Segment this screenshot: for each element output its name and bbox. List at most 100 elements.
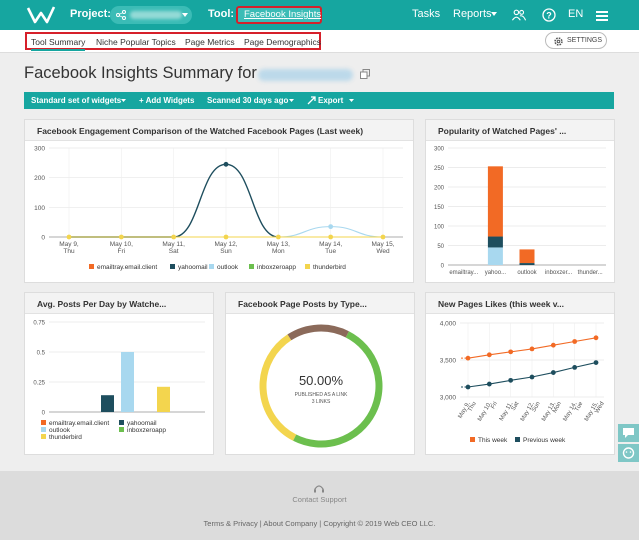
data-point — [465, 384, 471, 390]
y-tick-label: 300 — [34, 146, 45, 153]
contact-support-link[interactable]: Contact Support — [292, 495, 347, 504]
bar — [121, 352, 134, 412]
y-tick-label: 3,500 — [440, 358, 457, 365]
tool-label: Tool: — [208, 8, 235, 20]
y-tick-label: 4,000 — [440, 321, 457, 328]
widget-title: Popularity of Watched Pages' ... — [438, 126, 567, 136]
donut-percent: 50.00% — [299, 373, 344, 388]
help-icon[interactable]: ? — [542, 8, 556, 22]
x-tick-label: Sat — [169, 248, 179, 255]
tab-page-demographics[interactable]: Page Demographics — [244, 37, 322, 47]
top-bar: Project: Tool: Facebook Insights Tasks R… — [0, 0, 639, 30]
tool-selector[interactable]: Facebook Insights — [236, 6, 322, 24]
x-tick-label: Mon — [272, 248, 285, 255]
widget-header[interactable]: Facebook Engagement Comparison of the Wa… — [25, 120, 413, 141]
legend-label: inboxzeroapp — [127, 427, 166, 434]
bar-segment — [519, 249, 535, 264]
legend-label: outlook — [49, 427, 71, 434]
widget-title: New Pages Likes (this week v... — [438, 299, 564, 309]
x-tick-label: Sat — [511, 401, 521, 412]
x-tick-label: Wed — [594, 401, 605, 415]
widget-header[interactable]: New Pages Likes (this week v... — [426, 293, 614, 314]
legend-swatch — [249, 264, 254, 269]
x-tick-label: May 14, — [319, 241, 342, 248]
x-tick-label: Thu — [63, 248, 75, 255]
data-point — [328, 234, 334, 240]
legend-swatch — [119, 420, 124, 425]
widget-title: Avg. Posts Per Day by Watche... — [37, 299, 167, 309]
x-tick-label: May 11, — [162, 241, 185, 248]
data-point — [550, 342, 556, 348]
settings-label: SETTINGS — [567, 37, 603, 44]
page-posts-chart: 50.00% PUBLISHED AS A LINK 3 LINKS — [259, 324, 383, 448]
legend-label: thunderbird — [313, 264, 346, 271]
widget-header[interactable]: Avg. Posts Per Day by Watche... — [25, 293, 213, 314]
reports-menu[interactable]: Reports — [453, 8, 492, 20]
export-button[interactable]: Export — [318, 96, 344, 105]
y-tick-label: 100 — [34, 205, 45, 212]
y-tick-label: 150 — [434, 205, 445, 211]
legend-swatch — [515, 437, 520, 442]
users-icon[interactable] — [512, 8, 526, 22]
copy-icon[interactable] — [360, 69, 370, 79]
tab-niche-popular-topics[interactable]: Niche Popular Topics — [96, 37, 176, 47]
widget-set-dropdown[interactable]: Standard set of widgets — [31, 96, 122, 105]
data-point — [328, 224, 334, 230]
data-point — [572, 339, 578, 344]
engagement-widget: Facebook Engagement Comparison of the Wa… — [24, 119, 414, 283]
data-point — [508, 377, 514, 383]
chevron-down-icon — [491, 12, 497, 16]
add-widgets-button[interactable]: + Add Widgets — [139, 96, 195, 105]
widget-title: Facebook Page Posts by Type... — [238, 299, 367, 309]
y-tick-label: 100 — [434, 225, 445, 231]
footer — [0, 471, 639, 540]
x-tick-label: May 9, — [59, 241, 79, 248]
logo-icon[interactable] — [26, 5, 56, 25]
chevron-down-icon — [349, 99, 354, 102]
legend-swatch — [209, 264, 214, 269]
settings-button[interactable]: SETTINGS — [545, 32, 607, 49]
data-point — [223, 234, 229, 240]
data-point — [508, 349, 514, 355]
data-point — [275, 234, 281, 240]
chat-icon — [623, 428, 634, 438]
bar-segment — [519, 263, 535, 265]
legend-swatch — [170, 264, 175, 269]
export-icon — [307, 96, 316, 105]
project-name-redacted — [258, 69, 353, 81]
engagement-chart: 0 100 200 300 May 9,Thu May 10,Fri May 11,Sat M… — [34, 146, 403, 271]
y-tick-label: 3,000 — [440, 395, 457, 402]
legend-swatch — [305, 264, 310, 269]
tab-page-metrics[interactable]: Page Metrics — [185, 37, 235, 47]
feedback-button[interactable] — [618, 444, 639, 462]
chat-button[interactable] — [618, 424, 639, 442]
hamburger-menu-icon[interactable] — [595, 9, 609, 23]
tasks-link[interactable]: Tasks — [412, 8, 441, 20]
tab-tool-summary[interactable]: Tool Summary — [31, 37, 86, 51]
data-point — [593, 360, 599, 365]
avg-posts-widget: Avg. Posts Per Day by Watche... 0 0.25 0.5… — [24, 292, 214, 455]
legend-label: This week — [478, 437, 508, 444]
data-point — [66, 234, 72, 240]
footer-copyright[interactable]: Terms & Privacy | About Company | Copyri… — [203, 519, 436, 528]
y-tick-label: 0 — [42, 411, 46, 417]
data-point — [486, 352, 492, 358]
sub-navigation: Tool Summary Niche Popular Topics Page M… — [0, 30, 639, 53]
data-point — [529, 374, 535, 380]
project-selector[interactable] — [110, 6, 192, 24]
widgets-toolbar: Standard set of widgets + Add Widgets Sc… — [24, 92, 614, 109]
legend-swatch — [89, 264, 94, 269]
bar-segment — [487, 166, 503, 237]
x-tick-label: Mon — [552, 401, 563, 414]
widget-header[interactable]: Facebook Page Posts by Type... — [226, 293, 414, 314]
y-tick-label: 0 — [41, 235, 45, 242]
x-tick-label: Wed — [376, 248, 390, 255]
project-name-redacted — [130, 11, 182, 19]
language-selector[interactable]: EN — [568, 8, 584, 20]
widget-header[interactable]: Popularity of Watched Pages' ... — [426, 120, 614, 141]
scan-status-dropdown[interactable]: Scanned 30 days ago — [207, 96, 289, 105]
y-tick-label: 50 — [437, 244, 444, 250]
legend-label: outlook — [217, 264, 239, 271]
y-tick-label: 0 — [441, 264, 445, 270]
avg-posts-chart: 0 0.25 0.5 0.75 emailtray.email.client yahoom… — [33, 321, 205, 441]
